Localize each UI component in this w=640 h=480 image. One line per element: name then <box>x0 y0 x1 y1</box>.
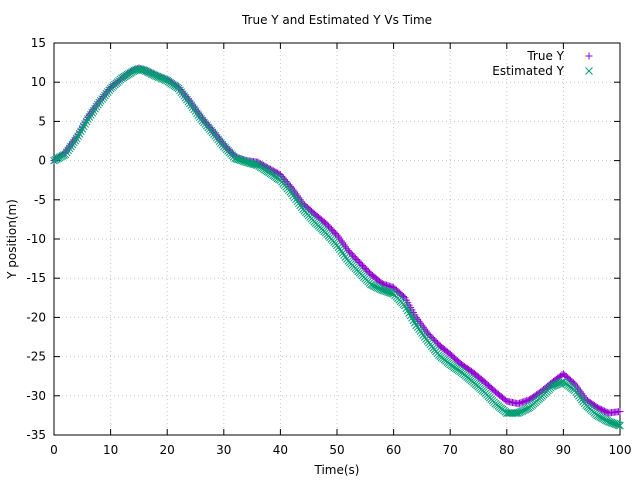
estimated-y-marker <box>246 159 255 168</box>
estimated-y-marker <box>241 157 249 166</box>
estimated-y-marker <box>382 287 391 296</box>
legend-marker-true-y <box>585 52 593 60</box>
estimated-y-marker <box>242 158 251 167</box>
x-tick-label: 100 <box>609 443 632 457</box>
y-tick-label: -10 <box>26 232 46 246</box>
estimated-y-marker <box>378 286 387 294</box>
y-tick-label: 10 <box>31 75 46 89</box>
y-axis-label: Y position(m) <box>5 199 19 280</box>
estimated-y-marker <box>72 134 81 143</box>
estimated-y-marker <box>136 65 145 74</box>
chart-title: True Y and Estimated Y Vs Time <box>241 13 432 27</box>
estimated-y-marker <box>82 117 91 126</box>
y-tick-label: -35 <box>26 428 46 442</box>
estimated-y-marker <box>79 122 88 131</box>
y-tick-label: 0 <box>38 154 46 168</box>
estimated-y-marker <box>611 420 620 428</box>
estimated-y-marker <box>238 156 247 165</box>
y-tick-labels: 15 10 5 0 -5 -10 -15 -20 -25 -30 -35 <box>26 36 46 442</box>
estimated-y-marker <box>232 154 241 163</box>
legend-marker-estimated-y <box>585 67 593 75</box>
series-estimated-y <box>50 65 624 430</box>
estimated-y-marker <box>607 418 616 427</box>
legend-marker-true-y <box>585 52 593 60</box>
estimated-y-marker <box>614 421 623 429</box>
estimated-y-marker <box>609 419 617 427</box>
y-tick-label: -25 <box>26 350 46 364</box>
estimated-y-marker <box>405 309 414 317</box>
estimated-y-marker <box>409 316 418 325</box>
legend: True Y Estimated Y <box>492 49 593 78</box>
y-tick-label: 5 <box>38 114 46 128</box>
x-tick-label: 30 <box>216 443 231 457</box>
x-tick-label: 40 <box>273 443 288 457</box>
estimated-y-marker <box>604 417 613 426</box>
x-tick-label: 20 <box>160 443 175 457</box>
estimated-y-marker <box>239 157 248 166</box>
legend-marker-estimated-y <box>585 67 593 75</box>
estimated-y-marker <box>137 65 146 74</box>
legend-label-estimated-y: Estimated Y <box>492 64 564 78</box>
y-tick-label: -20 <box>26 310 46 324</box>
estimated-y-marker <box>78 124 87 133</box>
x-tick-label: 80 <box>499 443 514 457</box>
estimated-y-marker <box>386 289 395 297</box>
y-tick-label: -15 <box>26 271 46 285</box>
estimated-y-marker <box>231 154 239 163</box>
estimated-y-marker <box>248 159 256 168</box>
x-tick-label: 90 <box>556 443 571 457</box>
estimated-y-marker <box>613 420 622 429</box>
true-y-marker <box>616 407 624 415</box>
estimated-y-marker <box>249 160 258 168</box>
x-tick-labels: 0 10 20 30 40 50 60 70 80 90 100 <box>50 443 631 457</box>
x-tick-label: 10 <box>103 443 118 457</box>
estimated-y-marker <box>408 314 416 322</box>
x-tick-label: 0 <box>50 443 58 457</box>
estimated-y-marker <box>139 66 147 74</box>
estimated-y-marker <box>77 127 85 136</box>
y-tick-label: -30 <box>26 389 46 403</box>
y-tick-label: -5 <box>34 193 46 207</box>
estimated-y-marker <box>616 421 624 430</box>
estimated-y-marker <box>384 288 392 296</box>
estimated-y-marker <box>385 288 394 297</box>
estimated-y-marker <box>235 155 244 164</box>
estimated-y-marker <box>610 419 619 428</box>
estimated-y-marker <box>245 159 254 167</box>
x-tick-label: 70 <box>443 443 458 457</box>
estimated-y-marker <box>75 129 84 138</box>
estimated-y-marker <box>402 304 411 312</box>
estimated-y-marker <box>558 378 566 387</box>
x-tick-label: 60 <box>386 443 401 457</box>
estimated-y-marker <box>236 156 245 165</box>
estimated-y-marker <box>74 132 82 141</box>
estimated-y-marker <box>406 311 415 320</box>
estimated-y-marker <box>379 286 388 295</box>
estimated-y-marker <box>81 120 89 128</box>
x-tick-label: 50 <box>329 443 344 457</box>
estimated-y-marker <box>381 287 389 295</box>
y-tick-label: 15 <box>31 36 46 50</box>
estimated-y-marker <box>135 65 143 73</box>
estimated-y-marker <box>403 306 412 315</box>
estimated-y-marker <box>401 301 409 310</box>
series-layer <box>50 64 624 430</box>
estimated-y-marker <box>410 318 419 327</box>
tickmarks <box>53 42 621 436</box>
estimated-y-marker <box>244 158 252 167</box>
legend-label-true-y: True Y <box>526 49 564 63</box>
estimated-y-marker <box>251 160 259 169</box>
estimated-y-marker <box>234 155 242 164</box>
estimated-y-marker <box>606 418 614 427</box>
x-axis-label: Time(s) <box>314 463 360 477</box>
estimated-y-marker <box>512 409 521 417</box>
